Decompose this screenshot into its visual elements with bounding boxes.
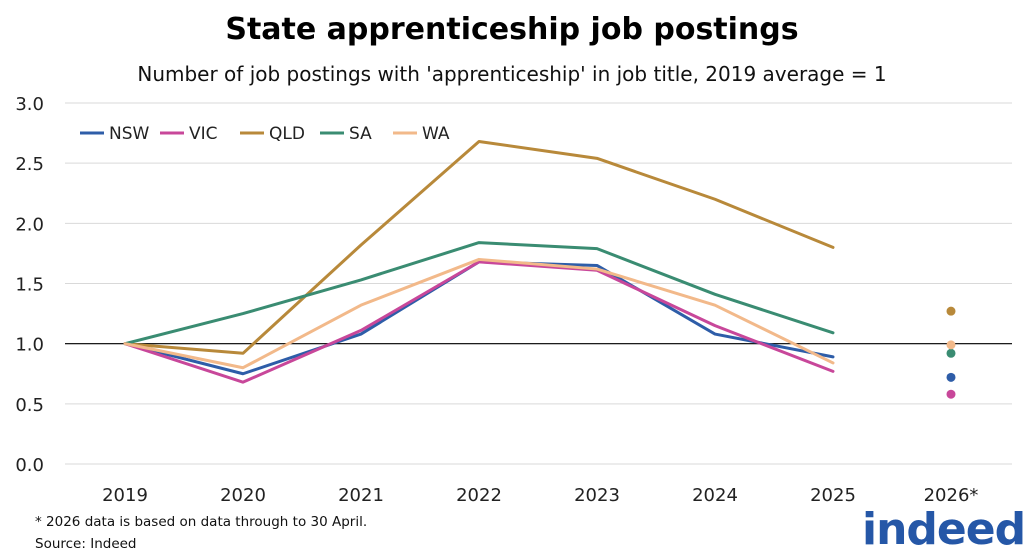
series-line-vic: [123, 260, 835, 384]
legend-label-qld: QLD: [269, 124, 305, 144]
y-tick-label: 0.0: [15, 455, 44, 476]
y-tick-label: 3.0: [15, 94, 44, 115]
y-tick-label: 1.5: [15, 275, 44, 296]
x-tick-label: 2019: [102, 485, 148, 506]
x-tick-label: 2022: [456, 485, 502, 506]
point-2026-sa: [946, 348, 956, 358]
x-tick-label: 2026*: [924, 485, 979, 506]
legend-label-nsw: NSW: [109, 124, 150, 144]
indeed-logo: indeed: [862, 504, 1024, 555]
series-line-sa: [123, 241, 835, 346]
x-tick-label: 2025: [810, 485, 856, 506]
point-2026-wa: [946, 340, 956, 350]
x-tick-label: 2023: [574, 485, 620, 506]
line-chart: 0.0 0.5 1.0 1.5 2.0 2.5 3.0 2019 2020 2021 2022 202…: [15, 94, 1012, 506]
y-tick-label: 1.0: [15, 335, 44, 356]
legend-label-wa: WA: [422, 124, 450, 144]
source-note: Source: Indeed: [35, 536, 137, 552]
y-tick-label: 2.5: [15, 154, 44, 175]
legend-label-vic: VIC: [189, 124, 218, 144]
point-2026-vic: [946, 389, 956, 399]
chart-subtitle: Number of job postings with 'apprentices…: [137, 62, 887, 86]
point-2026-qld: [946, 306, 956, 316]
footnote: * 2026 data is based on data through to …: [35, 514, 368, 530]
x-tick-label: 2021: [338, 485, 384, 506]
point-2026-nsw: [946, 372, 956, 382]
chart-title: State apprenticeship job postings: [225, 12, 799, 47]
legend-label-sa: SA: [349, 124, 372, 144]
x-tick-label: 2020: [220, 485, 266, 506]
series-line-wa: [123, 257, 835, 370]
y-tick-label: 2.0: [15, 214, 44, 235]
x-tick-label: 2024: [692, 485, 738, 506]
series-line-qld: [123, 140, 835, 355]
y-tick-label: 0.5: [15, 395, 44, 416]
